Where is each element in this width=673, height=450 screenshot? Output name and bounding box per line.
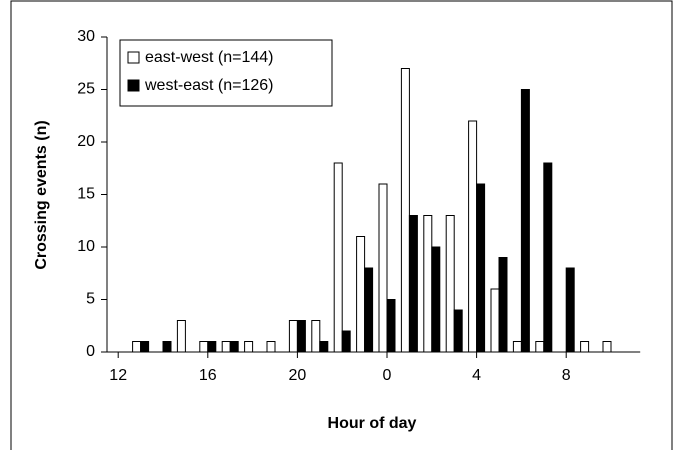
bar [565, 267, 575, 353]
bar [400, 68, 410, 353]
bar [476, 183, 486, 353]
bar [490, 288, 500, 353]
bar [512, 341, 522, 353]
y-tick-label: 10 [77, 238, 95, 255]
y-tick-label: 20 [77, 133, 95, 150]
bar [386, 299, 396, 353]
y-tick-label: 5 [86, 291, 95, 308]
legend-label: east-west (n=144) [145, 49, 274, 66]
x-axis-title: Hour of day [328, 415, 417, 432]
y-tick-label: 25 [77, 81, 95, 98]
bar [423, 215, 433, 353]
bar [229, 341, 239, 353]
legend-swatch [127, 51, 140, 64]
bar [543, 162, 553, 353]
bar [296, 320, 306, 353]
bar [199, 341, 209, 353]
bar [207, 341, 217, 353]
bar [341, 330, 351, 353]
x-tick-label: 0 [383, 367, 392, 384]
bar [431, 246, 441, 353]
bar [311, 320, 321, 353]
frame [10, 0, 673, 450]
bar [176, 320, 186, 353]
y-tick-label: 30 [77, 28, 95, 45]
bar [535, 341, 545, 353]
bar [221, 341, 231, 353]
bar [602, 341, 612, 353]
bar [408, 215, 418, 353]
legend-label: west-east (n=126) [144, 77, 274, 94]
bar [288, 320, 298, 353]
y-axis-title: Crossing events (n) [33, 120, 50, 269]
bar [498, 257, 508, 353]
bar [140, 341, 150, 353]
bar [333, 162, 343, 353]
bar [468, 120, 478, 353]
legend-swatch [127, 79, 140, 92]
y-tick-label: 15 [77, 186, 95, 203]
bar [319, 341, 329, 353]
bar [266, 341, 276, 353]
x-tick-label: 4 [472, 367, 481, 384]
y-tick-label: 0 [86, 343, 95, 360]
bar [520, 89, 530, 353]
legend-box [119, 39, 333, 107]
bar [132, 341, 142, 353]
bar [453, 309, 463, 353]
x-tick-label: 8 [562, 367, 571, 384]
bar [162, 341, 172, 353]
bar [378, 183, 388, 353]
x-tick-label: 12 [109, 367, 127, 384]
x-tick-label: 16 [199, 367, 217, 384]
bar [445, 215, 455, 353]
bar [364, 267, 374, 353]
x-tick-label: 20 [289, 367, 307, 384]
bar [244, 341, 254, 353]
bar [580, 341, 590, 353]
bar [356, 236, 366, 353]
